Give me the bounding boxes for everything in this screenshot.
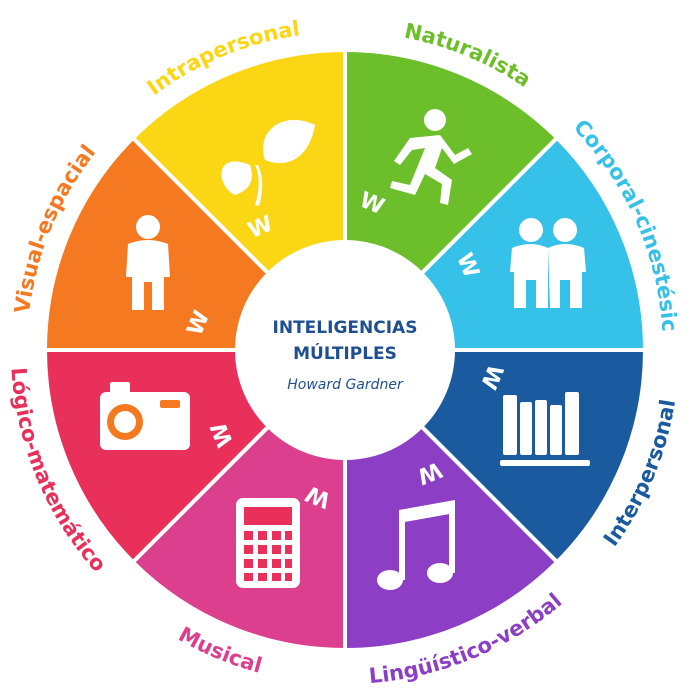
camera-icon	[100, 382, 190, 450]
center-subtitle: Howard Gardner	[287, 377, 404, 393]
person-icon	[126, 215, 170, 310]
music-note-icon	[377, 500, 455, 590]
two-people-icon	[510, 218, 586, 308]
center-circle	[235, 240, 455, 460]
center-title-line2: MÚLTIPLES	[293, 342, 397, 364]
books-icon	[500, 392, 590, 466]
leaves-icon	[221, 119, 315, 206]
center-title-line1: INTELIGENCIAS	[273, 318, 418, 338]
running-person-icon	[390, 109, 472, 205]
calculator-icon	[236, 498, 300, 588]
